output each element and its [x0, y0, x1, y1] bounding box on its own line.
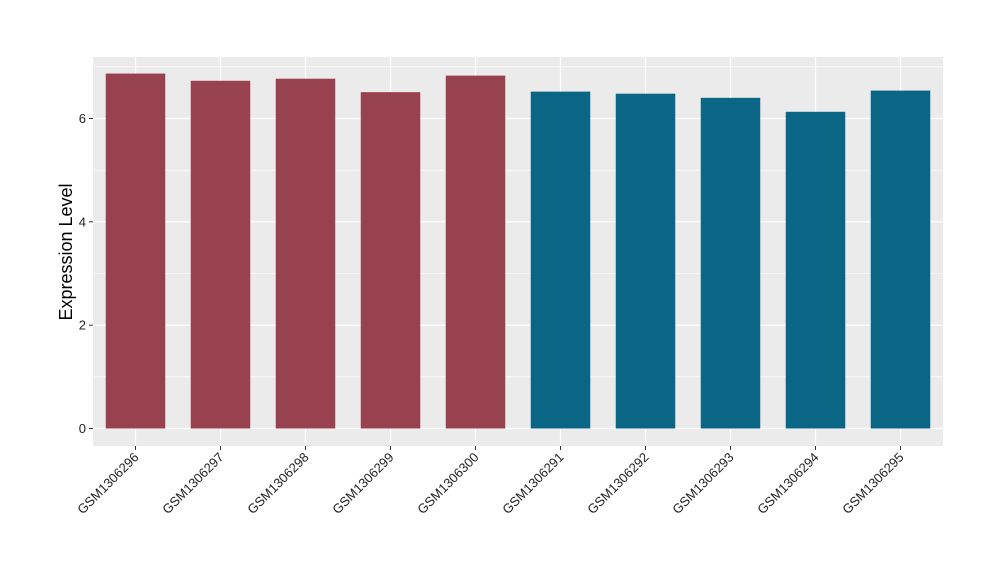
y-axis: 0 2 4 6 [79, 111, 93, 436]
bar-GSM1306292 [615, 93, 676, 429]
bar-GSM1306295 [870, 90, 931, 429]
bar-GSM1306291 [530, 91, 591, 429]
bar-GSM1306297 [190, 80, 251, 429]
x-tick-label: GSM1306291 [499, 450, 566, 517]
x-tick-label: GSM1306298 [244, 450, 311, 517]
y-tick-label: 2 [79, 318, 86, 333]
y-tick-label: 6 [79, 111, 86, 126]
bar-GSM1306294 [785, 111, 846, 429]
x-tick-label: GSM1306293 [669, 450, 736, 517]
bar-GSM1306300 [445, 75, 506, 429]
x-tick-label: GSM1306292 [584, 450, 651, 517]
bar-GSM1306296 [105, 73, 166, 429]
x-tick-label: GSM1306294 [754, 450, 821, 517]
y-tick-label: 0 [79, 421, 86, 436]
y-tick-label: 4 [79, 214, 86, 229]
x-axis: GSM1306296 GSM1306297 GSM1306298 GSM1306299… [74, 446, 907, 517]
x-tick-label: GSM1306295 [839, 450, 906, 517]
x-tick-label: GSM1306299 [329, 450, 396, 517]
bar-GSM1306298 [275, 78, 336, 429]
x-tick-label: GSM1306297 [159, 450, 226, 517]
y-axis-title: Expression Level [56, 183, 76, 320]
x-tick-label: GSM1306300 [414, 450, 481, 517]
bars [105, 73, 931, 429]
x-tick-label: GSM1306296 [74, 450, 141, 517]
bar-GSM1306299 [360, 92, 421, 429]
bar-GSM1306293 [700, 97, 761, 429]
